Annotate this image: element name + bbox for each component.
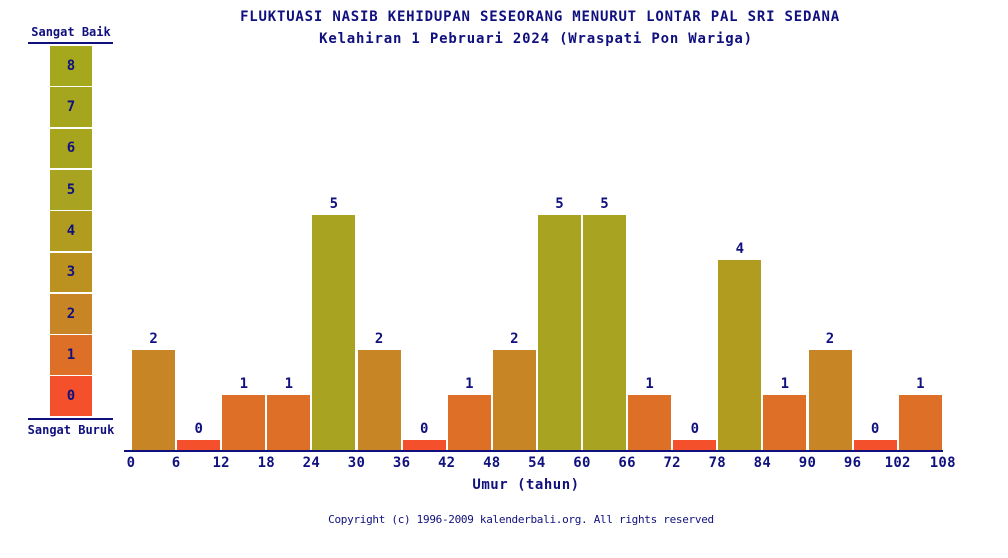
legend-worst-label: Sangat Buruk xyxy=(27,423,115,437)
legend-cell: 6 xyxy=(50,128,92,169)
x-axis-tick-label: 72 xyxy=(663,455,681,471)
bar xyxy=(718,260,762,450)
x-axis-tick-label: 108 xyxy=(929,455,956,471)
bar xyxy=(628,395,672,450)
bar xyxy=(312,215,356,450)
bar xyxy=(357,350,401,450)
bar-value-label: 5 xyxy=(600,196,609,212)
bar-value-label: 1 xyxy=(916,376,925,392)
legend-cell-value: 1 xyxy=(66,346,76,363)
bar-value-label: 1 xyxy=(645,376,654,392)
bar-value-label: 0 xyxy=(419,421,429,437)
bar xyxy=(447,395,491,450)
bar xyxy=(763,395,807,450)
x-axis-tick-label: 24 xyxy=(302,455,321,471)
bar-value-label: 2 xyxy=(825,331,835,347)
bar-value-label: 1 xyxy=(239,376,249,392)
legend-cell-value: 8 xyxy=(66,57,76,74)
bar-value-label: 1 xyxy=(780,376,790,392)
bar-value-label: 2 xyxy=(149,331,158,347)
bar-value-label: 0 xyxy=(194,421,203,437)
bar xyxy=(808,350,852,450)
legend-cell-value: 2 xyxy=(66,305,76,322)
bar-value-label: 2 xyxy=(374,331,384,347)
x-axis-tick-label: 102 xyxy=(884,455,911,471)
chart-subtitle: Kelahiran 1 Pebruari 2024 (Wraspati Pon … xyxy=(319,31,753,47)
legend-top-divider xyxy=(28,42,113,44)
legend-cell-value: 5 xyxy=(66,181,76,198)
legend-cell-value: 6 xyxy=(66,140,76,157)
bar xyxy=(402,440,446,450)
x-axis-tick-label: 0 xyxy=(126,455,136,471)
x-axis-tick-label: 96 xyxy=(843,455,862,471)
legend-best-label: Sangat Baik xyxy=(31,25,111,39)
legend-cell: 4 xyxy=(50,211,92,251)
bar-value-label: 0 xyxy=(690,421,700,437)
bar-value-label: 1 xyxy=(465,376,474,392)
x-axis-tick-label: 48 xyxy=(483,455,501,471)
legend-cell: 2 xyxy=(50,293,92,334)
legend-cell-value: 3 xyxy=(66,264,76,281)
bar-value-label: 5 xyxy=(555,196,564,212)
legend-cell: 8 xyxy=(50,46,92,86)
x-axis-title: Umur (tahun) xyxy=(472,477,580,493)
x-axis-tick-label: 36 xyxy=(392,455,411,471)
bar-value-label: 0 xyxy=(870,421,880,437)
legend-cell: 0 xyxy=(50,376,92,417)
chart-title: FLUKTUASI NASIB KEHIDUPAN SESEORANG MENU… xyxy=(240,9,840,25)
x-axis-tick-label: 42 xyxy=(437,455,456,471)
legend-cell: 3 xyxy=(50,252,92,293)
bar xyxy=(673,440,717,450)
bar xyxy=(492,350,536,450)
legend-cell-value: 0 xyxy=(66,388,76,405)
bar-value-label: 4 xyxy=(735,241,745,257)
bar-value-label: 5 xyxy=(329,196,339,212)
legend-cell: 5 xyxy=(50,169,92,210)
x-axis-tick-label: 6 xyxy=(171,455,181,471)
x-axis-tick-label: 66 xyxy=(618,455,636,471)
bar-value-label: 2 xyxy=(510,331,519,347)
bar xyxy=(853,440,897,450)
bar xyxy=(177,440,221,450)
x-axis-tick-label: 78 xyxy=(708,455,727,471)
bar xyxy=(132,350,176,450)
x-axis-tick-label: 60 xyxy=(573,455,591,471)
legend-cell-value: 7 xyxy=(66,99,76,116)
legend-cell: 7 xyxy=(50,87,92,128)
x-axis-tick-label: 18 xyxy=(257,455,276,471)
x-axis-line xyxy=(124,450,943,452)
x-axis-tick-label: 12 xyxy=(212,455,230,471)
bar xyxy=(267,395,311,450)
bar xyxy=(537,215,581,450)
x-axis-tick-label: 30 xyxy=(347,455,366,471)
legend-bottom-divider xyxy=(28,418,113,420)
bar xyxy=(222,395,266,450)
copyright-text: Copyright (c) 1996-2009 kalenderbali.org… xyxy=(328,513,714,526)
bar xyxy=(583,215,627,450)
bar-value-label: 1 xyxy=(284,376,294,392)
x-axis-tick-label: 90 xyxy=(798,455,817,471)
bar xyxy=(898,395,942,450)
legend-cell: 1 xyxy=(50,335,92,375)
x-axis-tick-label: 84 xyxy=(753,455,772,471)
x-axis-tick-label: 54 xyxy=(528,455,546,471)
legend-cell-value: 4 xyxy=(66,223,76,240)
